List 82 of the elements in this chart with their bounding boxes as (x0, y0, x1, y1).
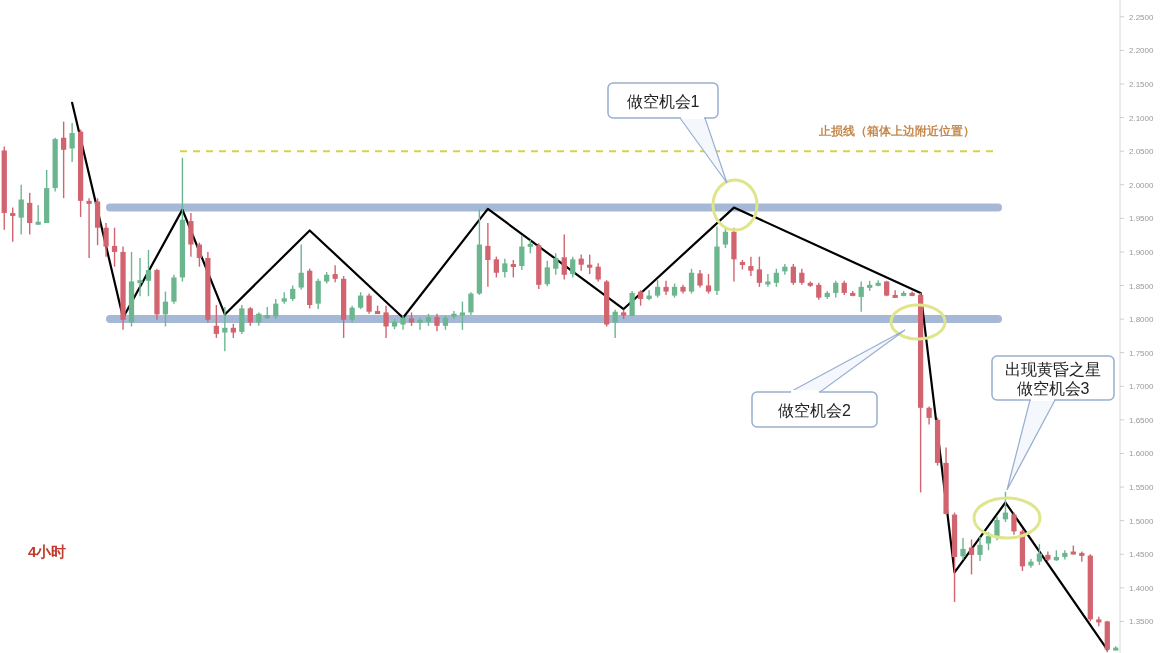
candlestick (332, 264, 338, 283)
y-tick-label: 1.4000 (1129, 583, 1155, 593)
candlestick (298, 243, 304, 291)
candlestick (977, 536, 983, 562)
candlestick (1062, 549, 1068, 561)
candlestick (137, 257, 143, 297)
candlestick (451, 310, 457, 320)
candlestick (765, 273, 771, 288)
candlestick (663, 280, 669, 296)
y-tick-label: 1.8500 (1129, 281, 1155, 291)
y-tick-label: 1.8000 (1129, 315, 1155, 325)
candlestick (485, 222, 491, 288)
candlestick (18, 184, 24, 236)
candlestick (595, 262, 601, 283)
candlestick (383, 304, 389, 339)
candlestick (103, 222, 109, 258)
y-tick-label: 1.9000 (1129, 247, 1155, 257)
candlestick (213, 304, 219, 339)
candlestick (1079, 550, 1085, 563)
annotation: 4小时 (28, 543, 67, 560)
candlestick (417, 317, 423, 331)
candlestick (86, 197, 92, 259)
y-tick-label: 2.1500 (1129, 79, 1155, 89)
candlestick (69, 122, 75, 163)
ref-line-label: 止损线（箱体上边附近位置） (818, 124, 975, 139)
candlestick (688, 268, 695, 295)
candlestick (1036, 543, 1043, 566)
candlestick (27, 192, 33, 236)
annotation: 做空机会2 (778, 401, 852, 419)
candlestick (188, 212, 194, 258)
y-tick-label: 2.2000 (1129, 46, 1155, 56)
candlestick (587, 253, 593, 275)
candlestick (968, 538, 975, 576)
candlestick (222, 306, 228, 353)
candlestick (239, 304, 245, 335)
y-tick-label: 2.2500 (1129, 12, 1155, 22)
candlestick (315, 278, 321, 310)
y-tick-label: 1.7500 (1129, 348, 1155, 358)
candlestick (493, 255, 499, 279)
y-tick-label: 1.7000 (1129, 382, 1155, 392)
candlestick (247, 306, 253, 327)
annotation: 做空机会1 (626, 92, 700, 110)
y-tick-label: 2.1000 (1129, 113, 1155, 123)
candlestick (705, 273, 712, 295)
candlestick (502, 257, 508, 279)
y-tick-label: 1.6000 (1129, 449, 1155, 459)
y-tick-label: 1.5500 (1129, 483, 1155, 493)
candlestick (111, 227, 118, 268)
candlestick (570, 255, 576, 279)
candlestick (646, 289, 652, 301)
y-tick-label: 1.9500 (1129, 214, 1155, 224)
candlestick (366, 292, 372, 315)
candlestick (994, 515, 1000, 541)
candlestick (629, 290, 635, 318)
candlestick (790, 263, 796, 286)
y-tick-label: 1.5000 (1129, 516, 1155, 526)
y-tick-label: 1.6500 (1129, 415, 1155, 425)
y-tick-label: 1.3500 (1129, 617, 1155, 627)
candlestick (145, 249, 152, 297)
candlestick (561, 233, 567, 281)
candlestick (773, 268, 779, 288)
y-tick-label: 1.4500 (1129, 550, 1155, 560)
candlestick (459, 300, 466, 331)
candlestick (1011, 511, 1017, 536)
candlestick (960, 537, 966, 561)
annotation: 出现黄昏之星做空机会3 (1005, 360, 1101, 397)
candlestick (273, 298, 279, 320)
candlestick (162, 290, 169, 328)
candlestick (61, 120, 67, 199)
y-tick-label: 2.0000 (1129, 180, 1155, 190)
candlestick (10, 206, 16, 243)
candlestick (519, 234, 525, 271)
candlestick (756, 255, 763, 288)
candlestick (926, 405, 932, 426)
y-tick-label: 2.0500 (1129, 147, 1155, 157)
candlestick (858, 280, 864, 313)
candlestick (892, 289, 898, 299)
candlestick (553, 252, 559, 276)
candlestick (468, 291, 474, 316)
candlestick (748, 255, 754, 277)
candlestick (544, 259, 550, 287)
candlestick (196, 241, 203, 268)
